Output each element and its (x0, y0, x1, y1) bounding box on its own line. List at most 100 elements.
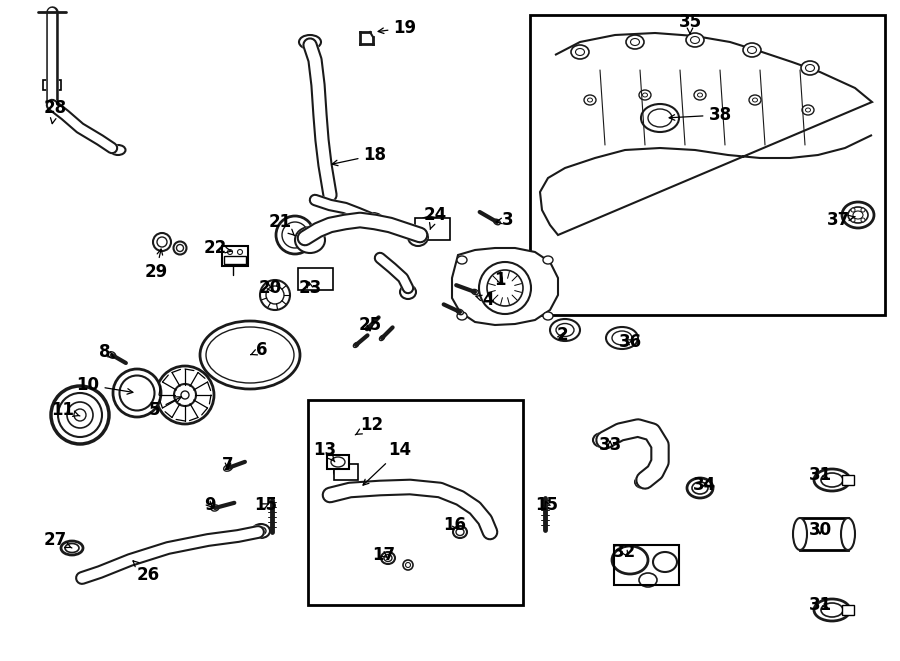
Ellipse shape (51, 386, 109, 444)
Ellipse shape (641, 104, 679, 132)
Text: 12: 12 (356, 416, 383, 435)
Ellipse shape (113, 369, 161, 417)
Text: 15: 15 (536, 496, 559, 514)
Bar (327, 455, 349, 469)
Ellipse shape (821, 603, 843, 617)
Text: 2: 2 (556, 326, 568, 344)
Ellipse shape (58, 393, 102, 437)
Ellipse shape (543, 256, 553, 264)
Text: 7: 7 (222, 456, 234, 474)
Ellipse shape (543, 312, 553, 320)
Ellipse shape (331, 457, 345, 467)
Ellipse shape (639, 573, 657, 587)
Ellipse shape (174, 384, 196, 406)
Text: 9: 9 (204, 496, 216, 514)
Ellipse shape (806, 108, 811, 112)
Ellipse shape (238, 249, 242, 254)
Ellipse shape (406, 563, 410, 568)
Ellipse shape (639, 90, 651, 100)
Ellipse shape (653, 552, 677, 572)
Ellipse shape (108, 352, 116, 358)
Ellipse shape (67, 402, 93, 428)
Ellipse shape (550, 319, 580, 341)
Bar (222, 246, 248, 266)
Text: 22: 22 (203, 239, 232, 257)
Ellipse shape (153, 233, 171, 251)
Ellipse shape (643, 93, 647, 97)
Ellipse shape (256, 527, 266, 535)
Ellipse shape (334, 465, 356, 479)
Ellipse shape (686, 33, 704, 47)
Ellipse shape (814, 599, 850, 621)
Ellipse shape (111, 145, 125, 155)
Bar (800, 518, 848, 550)
Ellipse shape (556, 323, 574, 336)
Ellipse shape (851, 208, 855, 212)
Ellipse shape (384, 555, 392, 561)
Text: 11: 11 (51, 401, 80, 419)
Text: 5: 5 (149, 397, 181, 419)
Text: 34: 34 (693, 476, 716, 494)
Ellipse shape (206, 327, 294, 383)
Ellipse shape (692, 482, 708, 494)
Ellipse shape (295, 227, 325, 253)
Text: 6: 6 (251, 341, 268, 359)
Ellipse shape (851, 218, 855, 222)
Ellipse shape (381, 552, 395, 564)
Text: 8: 8 (99, 343, 114, 361)
Ellipse shape (853, 211, 863, 219)
Text: 20: 20 (258, 279, 282, 297)
Ellipse shape (416, 217, 444, 239)
Ellipse shape (694, 90, 706, 100)
Ellipse shape (584, 95, 596, 105)
Ellipse shape (861, 208, 865, 212)
Ellipse shape (802, 105, 814, 115)
Ellipse shape (74, 409, 86, 421)
Ellipse shape (304, 270, 326, 290)
Text: 23: 23 (299, 279, 321, 297)
Ellipse shape (408, 228, 428, 246)
Ellipse shape (457, 312, 467, 320)
Ellipse shape (648, 109, 672, 127)
Ellipse shape (814, 469, 850, 491)
Text: 4: 4 (476, 291, 494, 309)
Text: 28: 28 (43, 99, 67, 124)
Text: 37: 37 (826, 211, 855, 229)
Ellipse shape (752, 98, 758, 102)
Ellipse shape (606, 327, 638, 349)
Bar (308, 400, 523, 605)
Text: 18: 18 (332, 146, 386, 166)
Ellipse shape (156, 366, 214, 424)
Text: 32: 32 (614, 543, 636, 561)
Ellipse shape (457, 256, 467, 264)
Ellipse shape (743, 43, 761, 57)
Ellipse shape (612, 546, 648, 574)
Ellipse shape (487, 270, 523, 306)
Text: 3: 3 (496, 211, 514, 229)
Text: 14: 14 (363, 441, 411, 485)
Ellipse shape (842, 202, 874, 228)
Ellipse shape (626, 35, 644, 49)
Text: 19: 19 (378, 19, 417, 37)
Ellipse shape (635, 476, 651, 488)
Ellipse shape (200, 321, 300, 389)
Ellipse shape (299, 35, 321, 49)
Text: 33: 33 (598, 436, 622, 454)
Ellipse shape (575, 48, 584, 56)
Ellipse shape (690, 36, 699, 44)
Polygon shape (452, 248, 558, 325)
Ellipse shape (363, 213, 383, 227)
Ellipse shape (403, 560, 413, 570)
Ellipse shape (801, 61, 819, 75)
Ellipse shape (456, 529, 464, 535)
Ellipse shape (841, 518, 855, 550)
Ellipse shape (687, 478, 713, 498)
Bar (614, 545, 679, 585)
Ellipse shape (276, 216, 314, 254)
Bar (334, 464, 358, 480)
Text: 26: 26 (133, 561, 159, 584)
Text: 29: 29 (144, 249, 167, 281)
Ellipse shape (456, 309, 464, 315)
Bar (530, 15, 885, 315)
Bar (842, 605, 854, 615)
